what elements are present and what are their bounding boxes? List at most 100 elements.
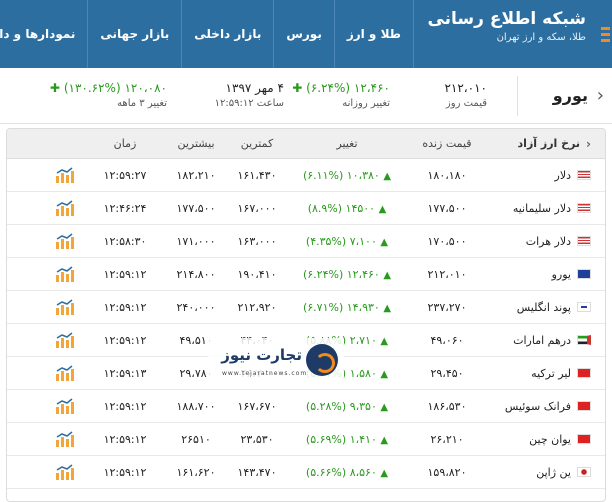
header-min: کمترین <box>240 137 274 150</box>
change-value: ۱۲،۴۶۰ (۶.۲۴%) <box>302 267 380 281</box>
divider <box>517 76 518 116</box>
currency-name: ین ژاپن <box>536 465 571 479</box>
max-cell: ۴۹،۵۱۰ <box>179 333 213 347</box>
mini-chart-icon[interactable] <box>55 332 75 348</box>
max-cell: ۲۹،۷۸۰ <box>179 366 213 380</box>
menu-hamburger-icon[interactable] <box>598 0 612 68</box>
table-row[interactable]: ین ژاپن ۱۵۹،۸۲۰ ▲ ۸،۵۶۰ (۵.۶۶%) ۱۴۳،۴۷۰ ۱۶۱،… <box>7 456 605 489</box>
currency-name-cell[interactable]: دلار <box>487 169 605 182</box>
currency-name-cell[interactable]: دلار هرات <box>487 235 605 248</box>
nav-item-charts[interactable]: نمودارها و دا <box>0 0 87 68</box>
mini-chart-icon[interactable] <box>55 299 75 315</box>
nav-item-global-market[interactable]: بازار جهانی <box>87 0 181 68</box>
mini-chart-icon[interactable] <box>55 431 75 447</box>
mini-chart-icon[interactable] <box>55 464 75 480</box>
three-month-value: ۱۲۰،۰۸۰ (۱۳۰.۶۲%) ✚ <box>49 81 167 95</box>
max-cell: ۱۷۷،۵۰۰ <box>176 201 216 215</box>
live-price-cell: ۱۸۰،۱۸۰ <box>427 168 467 182</box>
triangle-up-icon: ▲ <box>380 434 389 446</box>
nav-item-stock-market[interactable]: بورس <box>273 0 334 68</box>
currency-name-cell[interactable]: درهم امارات <box>487 334 605 347</box>
mini-chart-icon[interactable] <box>55 167 75 183</box>
max-cell: ۲۶۵۱۰ <box>181 432 211 446</box>
chart-cell[interactable] <box>45 299 85 315</box>
chart-cell[interactable] <box>45 266 85 282</box>
min-cell: ۱۴۳،۴۷۰ <box>237 465 277 479</box>
time-cell: ۱۲:۵۹:۱۲ <box>103 432 147 446</box>
chart-cell[interactable] <box>45 233 85 249</box>
three-month-label: تغییر ۳ ماهه <box>117 98 167 109</box>
change-value: ۹،۳۵۰ (۵.۲۸%) <box>305 399 377 413</box>
chart-cell[interactable] <box>45 464 85 480</box>
currency-name: دلار سلیمانیه <box>512 201 571 215</box>
time-cell: ۱۲:۵۸:۳۰ <box>103 234 147 248</box>
change-value: ۷،۱۰۰ (۴.۳۵%) <box>305 234 377 248</box>
triangle-up-icon: ▲ <box>378 203 387 215</box>
min-cell: ۱۹۰،۴۱۰ <box>237 267 277 281</box>
change-value: ۱۴۵۰۰ (۸.۹%) <box>307 201 376 215</box>
live-price-cell: ۲۳۷،۲۷۰ <box>427 300 467 314</box>
change-cell: ▲ ۹،۳۵۰ (۵.۲۸%) <box>287 400 407 413</box>
currency-name-cell[interactable]: دلار سلیمانیه <box>487 202 605 215</box>
min-cell: ۲۱۲،۹۲۰ <box>237 300 277 314</box>
plus-icon: ✚ <box>292 81 303 95</box>
flag-cn-icon <box>577 434 591 444</box>
brand-title: شبکه اطلاع رسانی <box>427 9 586 29</box>
table-row[interactable]: یورو ۲۱۲،۰۱۰ ▲ ۱۲،۴۶۰ (۶.۲۴%) ۱۹۰،۴۱۰ ۲۱۴،۸۰… <box>7 258 605 291</box>
currency-name-cell[interactable]: یوان چین <box>487 433 605 446</box>
live-price-cell: ۱۵۹،۸۲۰ <box>427 465 467 479</box>
chart-cell[interactable] <box>45 431 85 447</box>
chart-cell[interactable] <box>45 365 85 381</box>
table-row[interactable]: دلار هرات ۱۷۰،۵۰۰ ▲ ۷،۱۰۰ (۴.۳۵%) ۱۶۳،۰۰۰ ۱۷… <box>7 225 605 258</box>
currency-name-cell[interactable]: لیر ترکیه <box>487 367 605 380</box>
triangle-up-icon: ▲ <box>380 236 389 248</box>
table-row[interactable]: یوان چین ۲۶،۲۱۰ ▲ ۱،۴۱۰ (۵.۶۹%) ۲۳،۵۳۰ ۲۶۵۱۰… <box>7 423 605 456</box>
table-row[interactable]: فرانک سوئیس ۱۸۶،۵۳۰ ▲ ۹،۳۵۰ (۵.۲۸%) ۱۶۷،۶۷۰… <box>7 390 605 423</box>
currency-name-cell[interactable]: پوند انگلیس <box>487 301 605 314</box>
watermark-brand: تجارت نیوز <box>221 346 302 364</box>
three-month-block: ۱۲۰،۰۸۰ (۱۳۰.۶۲%) ✚ تغییر ۳ ماهه <box>50 80 167 111</box>
currency-name-cell[interactable]: فرانک سوئیس <box>487 400 605 413</box>
nav-item-gold-currency[interactable]: طلا و ارز <box>333 0 413 68</box>
table-header: ‹ نرخ ارز آزاد قیمت زنده تغییر کمترین بیش… <box>7 129 605 159</box>
daily-change-value: ۱۲،۴۶۰ (۶.۲۴%) ✚ <box>292 81 390 95</box>
price-value: ۲۱۲،۰۱۰ <box>444 81 487 95</box>
currency-name-cell[interactable]: ین ژاپن <box>487 466 605 479</box>
change-cell: ▲ ۱۴۵۰۰ (۸.۹%) <box>287 202 407 215</box>
change-cell: ▲ ۱،۴۱۰ (۵.۶۹%) <box>287 433 407 446</box>
header-name[interactable]: ‹ نرخ ارز آزاد <box>517 136 591 151</box>
change-value: ۱۴،۹۳۰ (۶.۷۱%) <box>302 300 380 314</box>
mini-chart-icon[interactable] <box>55 365 75 381</box>
mini-chart-icon[interactable] <box>55 233 75 249</box>
max-cell: ۱۸۲،۲۱۰ <box>176 168 216 182</box>
time-cell: ۱۲:۵۹:۱۲ <box>103 333 147 347</box>
change-cell: ▲ ۱۲،۴۶۰ (۶.۲۴%) <box>287 268 407 281</box>
mini-chart-icon[interactable] <box>55 266 75 282</box>
table-row[interactable]: دلار ۱۸۰،۱۸۰ ▲ ۱۰،۳۸۰ (۶.۱۱%) ۱۶۱،۴۳۰ ۱۸۲،۲۱… <box>7 159 605 192</box>
time-cell: ۱۲:۵۹:۱۲ <box>103 300 147 314</box>
mini-chart-icon[interactable] <box>55 398 75 414</box>
currency-name: یوان چین <box>529 432 571 446</box>
chart-cell[interactable] <box>45 332 85 348</box>
tejaratnews-logo-icon <box>306 344 338 376</box>
live-price-cell: ۱۷۰،۵۰۰ <box>427 234 467 248</box>
chart-cell[interactable] <box>45 167 85 183</box>
table-row[interactable]: پوند انگلیس ۲۳۷،۲۷۰ ▲ ۱۴،۹۳۰ (۶.۷۱%) ۲۱۲،۹۲… <box>7 291 605 324</box>
table-body: دلار ۱۸۰،۱۸۰ ▲ ۱۰،۳۸۰ (۶.۱۱%) ۱۶۱،۴۳۰ ۱۸۲،۲۱… <box>7 159 605 489</box>
currency-name: یورو <box>551 267 571 281</box>
currency-name: پوند انگلیس <box>516 300 571 314</box>
chart-cell[interactable] <box>45 398 85 414</box>
triangle-up-icon: ▲ <box>383 302 392 314</box>
mini-chart-icon[interactable] <box>55 200 75 216</box>
watermark-url: www.tejaratnews.com <box>222 370 308 377</box>
brand-logo[interactable]: شبکه اطلاع رسانی طلا، سکه و ارز تهران <box>413 0 598 68</box>
table-row[interactable]: دلار سلیمانیه ۱۷۷،۵۰۰ ▲ ۱۴۵۰۰ (۸.۹%) ۱۶۷،۰۰… <box>7 192 605 225</box>
change-value: ۱،۴۱۰ (۵.۶۹%) <box>305 432 377 446</box>
chart-cell[interactable] <box>45 200 85 216</box>
date-block: ۴ مهر ۱۳۹۷ ساعت ۱۲:۵۹:۱۲ <box>215 80 284 111</box>
min-cell: ۱۶۱،۴۳۰ <box>237 168 277 182</box>
triangle-up-icon: ▲ <box>383 170 392 182</box>
currency-name-cell[interactable]: یورو <box>487 268 605 281</box>
nav-item-domestic-market[interactable]: بازار داخلی <box>181 0 273 68</box>
chevron-left-icon[interactable]: ‹ <box>596 85 604 106</box>
